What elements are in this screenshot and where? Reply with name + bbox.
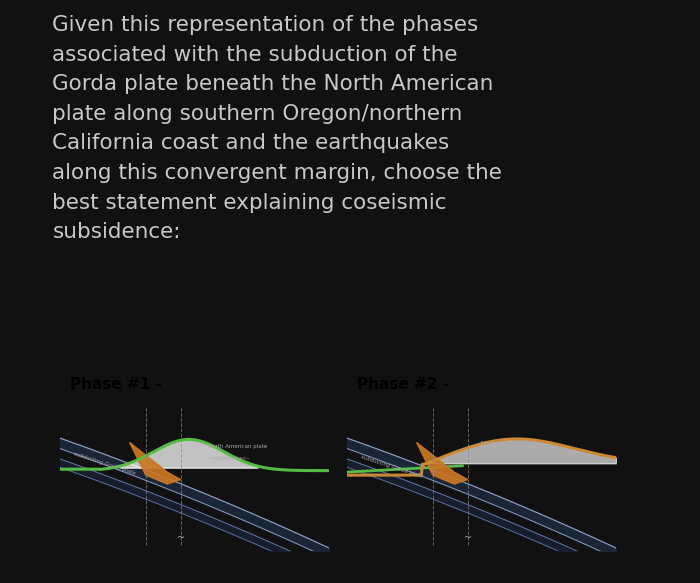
Text: North American plate: North American plate (208, 444, 267, 449)
Text: ~: ~ (463, 532, 472, 543)
Text: -->elevation<--: -->elevation<-- (482, 453, 519, 458)
Text: Phase #1 -: Phase #1 - (70, 377, 162, 392)
Text: Phase #2 -: Phase #2 - (357, 377, 449, 392)
Text: subducting Gorda plate: subducting Gorda plate (73, 451, 136, 476)
Text: -->subsidence<--: -->subsidence<-- (208, 456, 251, 461)
Text: ~: ~ (176, 532, 185, 543)
Text: North American plate: North American plate (482, 441, 540, 447)
Text: Given this representation of the phases
associated with the subduction of the
Go: Given this representation of the phases … (52, 15, 503, 242)
Polygon shape (416, 442, 468, 484)
Text: subducting Gorda plate: subducting Gorda plate (360, 454, 423, 479)
Polygon shape (130, 442, 181, 484)
